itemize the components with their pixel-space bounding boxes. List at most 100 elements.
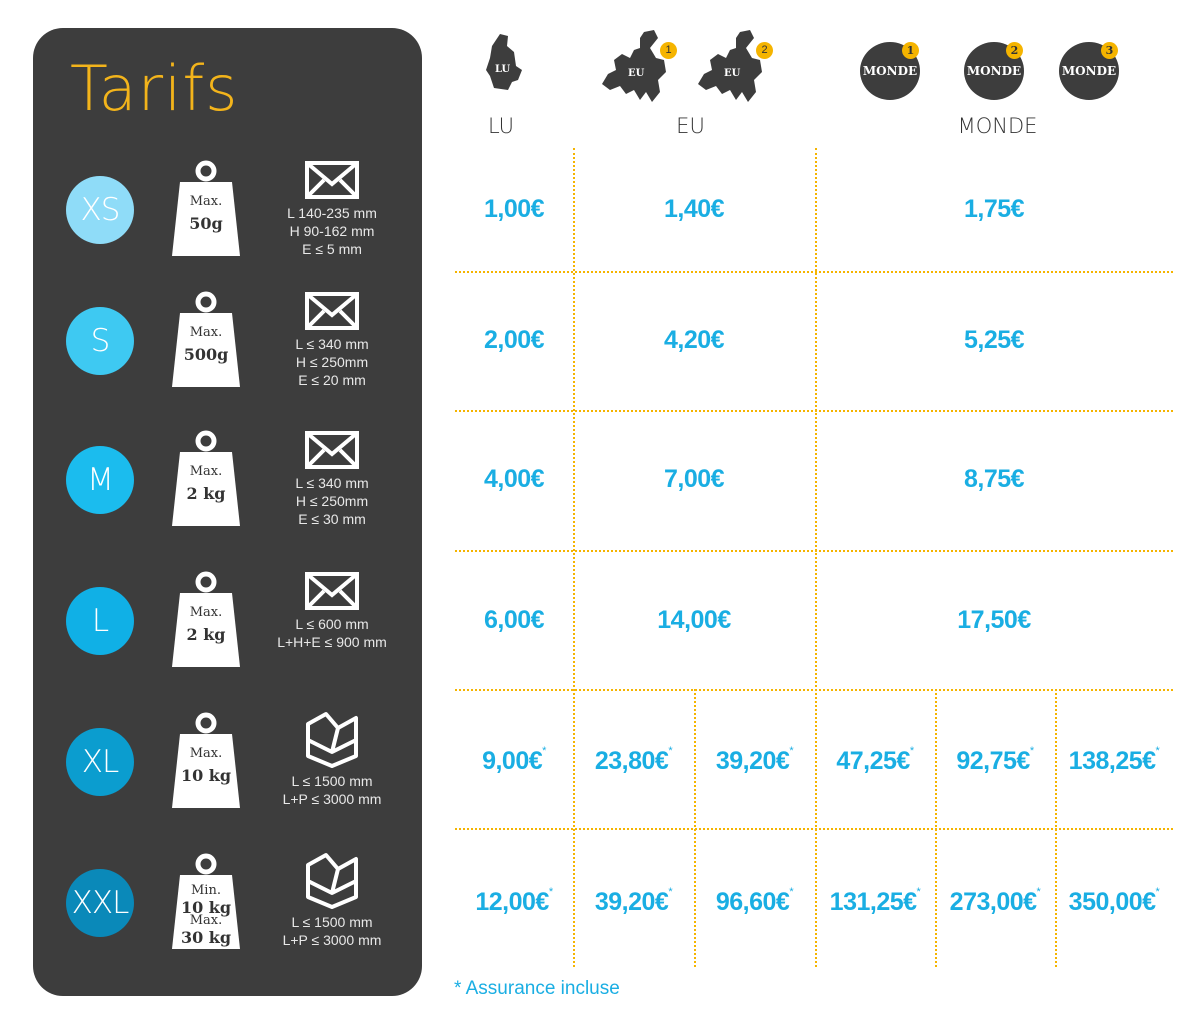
- dimension-line: L+H+E ≤ 900 mm: [277, 634, 387, 650]
- weight-label: Max.: [189, 194, 223, 209]
- zone-badge: 1: [902, 42, 919, 59]
- weight-label: Max.: [189, 464, 223, 479]
- grid-divider: [455, 689, 1173, 691]
- insurance-marker: *: [916, 886, 921, 898]
- price-value: 23,80€: [594, 747, 669, 775]
- insurance-marker: *: [789, 745, 794, 757]
- dimension-line: L+P ≤ 3000 mm: [282, 791, 382, 807]
- dimension-line: H ≤ 250mm: [295, 493, 369, 509]
- dimensions: L ≤ 340 mm H ≤ 250mm E ≤ 20 mm: [262, 335, 402, 389]
- price-lu: 1,00€: [455, 195, 573, 224]
- price-lu: 4,00€: [455, 465, 573, 494]
- weight-icon: Max. 10 kg: [172, 712, 240, 808]
- price-monde: 92,75€*: [935, 745, 1055, 776]
- dimension-line: E ≤ 30 mm: [298, 511, 366, 527]
- weight-label: 2 kg: [186, 625, 226, 644]
- zone-badge: 1: [660, 42, 677, 59]
- zone-badge: 2: [756, 42, 773, 59]
- dimension-line: L ≤ 340 mm: [295, 475, 369, 491]
- package-spec: L ≤ 340 mm H ≤ 250mm E ≤ 20 mm: [262, 291, 402, 389]
- eu-icon-label: EU: [724, 68, 741, 79]
- price-monde: 273,00€*: [935, 886, 1055, 917]
- envelope-icon: [262, 160, 402, 200]
- price-value: 12,00€: [475, 888, 549, 916]
- price-eu: 7,00€: [573, 465, 815, 494]
- lu-map-icon: LU: [482, 32, 528, 92]
- package-spec: L ≤ 340 mm H ≤ 250mm E ≤ 30 mm: [262, 430, 402, 528]
- price-monde: 1,75€: [815, 195, 1173, 224]
- price-eu: 96,60€*: [694, 886, 815, 917]
- dimension-line: H ≤ 250mm: [295, 354, 369, 370]
- monde-zone-2-icon: MONDE 2: [964, 42, 1024, 100]
- insurance-marker: *: [668, 886, 673, 898]
- price-value: 1,75€: [963, 195, 1025, 223]
- box-icon: [262, 706, 402, 768]
- monde-icon-label: MONDE: [862, 64, 918, 78]
- weight-icon: Min. 10 kg Max. 30 kg: [172, 853, 240, 949]
- price-value: 17,50€: [957, 606, 1031, 634]
- weight-icon: Max. 2 kg: [172, 571, 240, 667]
- price-value: 350,00€: [1068, 888, 1156, 916]
- dimension-line: L ≤ 1500 mm: [291, 773, 373, 789]
- price-value: 47,25€: [836, 747, 910, 775]
- price-monde: 47,25€*: [815, 745, 935, 776]
- dimension-line: E ≤ 5 mm: [302, 241, 362, 257]
- weight-icon: Max. 2 kg: [172, 430, 240, 526]
- dimension-line: L ≤ 600 mm: [295, 616, 369, 632]
- price-eu: 4,20€: [573, 326, 815, 355]
- price-value: 4,00€: [483, 465, 545, 493]
- price-value: 2,00€: [483, 326, 545, 354]
- price-value: 39,20€: [715, 747, 790, 775]
- envelope-icon: [262, 291, 402, 331]
- price-monde: 350,00€*: [1055, 886, 1173, 917]
- eu-zone-1-map-icon: EU 1: [600, 28, 680, 106]
- insurance-marker: *: [909, 745, 914, 757]
- envelope-icon: [262, 571, 402, 611]
- price-eu: 39,20€*: [694, 745, 815, 776]
- price-value: 138,25€: [1068, 747, 1156, 775]
- dimension-line: L 140-235 mm: [287, 205, 377, 221]
- page-title: Tarifs: [70, 52, 239, 125]
- price-monde: 17,50€: [815, 606, 1173, 635]
- price-value: 92,75€: [956, 747, 1030, 775]
- price-lu: 2,00€: [455, 326, 573, 355]
- eu-zone-2-map-icon: EU 2: [696, 28, 776, 106]
- price-value: 96,60€: [715, 888, 790, 916]
- price-lu: 9,00€*: [455, 745, 573, 776]
- insurance-marker: *: [1029, 745, 1034, 757]
- package-spec: L 140-235 mm H 90-162 mm E ≤ 5 mm: [262, 160, 402, 258]
- grid-divider: [455, 828, 1173, 830]
- weight-label: Max.: [189, 913, 223, 928]
- insurance-marker: *: [1155, 886, 1160, 898]
- monde-icon-label: MONDE: [966, 64, 1022, 78]
- dimensions: L ≤ 600 mm L+H+E ≤ 900 mm: [262, 615, 402, 651]
- dimension-line: L ≤ 340 mm: [295, 336, 369, 352]
- package-spec: L ≤ 1500 mm L+P ≤ 3000 mm: [262, 706, 402, 808]
- envelope-icon: [262, 430, 402, 470]
- weight-label: 500g: [183, 345, 229, 364]
- column-header-monde: MONDE: [957, 114, 1038, 138]
- weight-label: Min.: [191, 883, 221, 898]
- dimensions: L 140-235 mm H 90-162 mm E ≤ 5 mm: [262, 204, 402, 258]
- size-badge-xl: XL: [66, 728, 134, 796]
- dimension-line: H 90-162 mm: [289, 223, 375, 239]
- weight-label: Max.: [189, 746, 223, 761]
- dimensions: L ≤ 1500 mm L+P ≤ 3000 mm: [262, 913, 402, 949]
- weight-label: 2 kg: [186, 484, 226, 503]
- zone-badge: 3: [1101, 42, 1118, 59]
- grid-divider: [455, 271, 1173, 273]
- dimensions: L ≤ 340 mm H ≤ 250mm E ≤ 30 mm: [262, 474, 402, 528]
- price-value: 9,00€: [482, 747, 543, 775]
- weight-label: 10 kg: [180, 898, 232, 917]
- price-lu: 12,00€*: [455, 886, 573, 917]
- column-header-eu: EU: [676, 114, 705, 138]
- weight-label: 10 kg: [180, 766, 232, 785]
- package-spec: L ≤ 600 mm L+H+E ≤ 900 mm: [262, 571, 402, 651]
- dimension-line: L ≤ 1500 mm: [291, 914, 373, 930]
- insurance-marker: *: [542, 745, 546, 757]
- price-value: 39,20€: [594, 888, 669, 916]
- grid-divider: [455, 410, 1173, 412]
- weight-icon: Max. 500g: [172, 291, 240, 387]
- insurance-marker: *: [548, 886, 553, 898]
- price-value: 4,20€: [663, 326, 725, 354]
